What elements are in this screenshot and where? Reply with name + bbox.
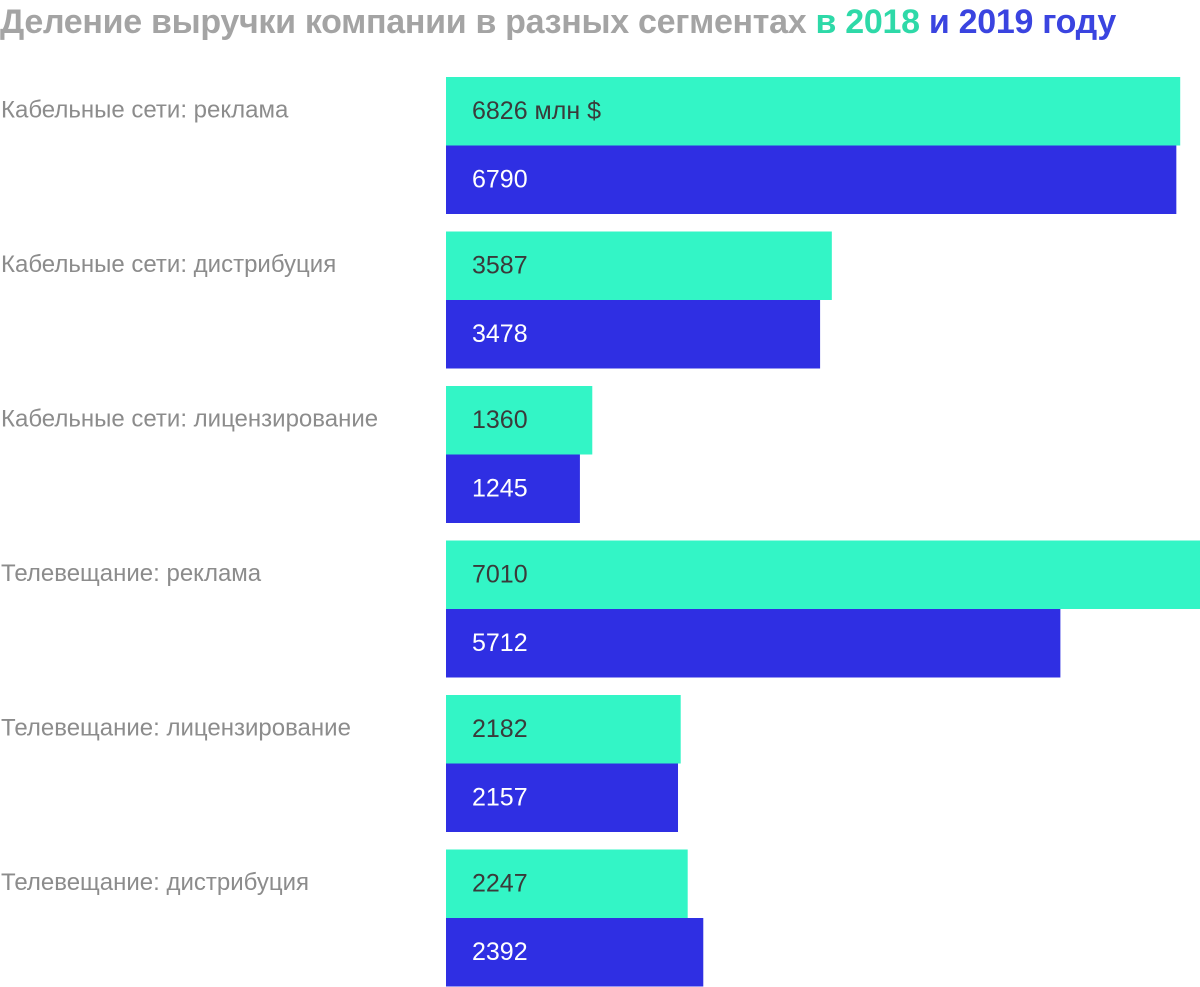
bar-2018 bbox=[446, 695, 681, 764]
bar-value-label: 2247 bbox=[472, 869, 528, 897]
title-year-b: 2019 bbox=[958, 3, 1034, 41]
title-year-a: 2018 bbox=[845, 3, 920, 41]
bar-value-label: 1245 bbox=[472, 474, 528, 502]
bar-2018 bbox=[446, 231, 832, 300]
bar-value-label: 3587 bbox=[472, 251, 528, 279]
title-year-2018: в 2018 bbox=[816, 3, 929, 41]
bar-value-label: 1360 bbox=[472, 406, 528, 434]
bar-2019 bbox=[446, 609, 1061, 678]
bar-value-label: 2392 bbox=[472, 938, 528, 966]
category-label: Кабельные сети: дистрибуция bbox=[1, 251, 336, 278]
bar-2019 bbox=[446, 145, 1177, 214]
category-label: Кабельные сети: лицензирование bbox=[1, 406, 378, 433]
bar-value-label: 6826 млн $ bbox=[472, 97, 601, 125]
title-tail: году bbox=[1042, 3, 1116, 41]
category-label: Телевещание: реклама bbox=[1, 560, 262, 587]
bar-value-label: 7010 bbox=[472, 560, 528, 588]
category-label: Кабельные сети: реклама bbox=[1, 97, 289, 124]
bar-2018 bbox=[446, 386, 593, 455]
bar-2019 bbox=[446, 300, 821, 369]
category-label: Телевещание: лицензирование bbox=[1, 715, 351, 742]
bar-value-label: 3478 bbox=[472, 320, 528, 348]
bar-2018 bbox=[446, 849, 688, 918]
bar-2019 bbox=[446, 918, 704, 987]
title-and-word: и bbox=[928, 3, 950, 41]
bar-value-label: 2182 bbox=[472, 715, 528, 743]
bar-value-label: 6790 bbox=[472, 165, 528, 193]
chart-title: Деление выручки компании в разных сегмен… bbox=[0, 0, 1116, 44]
title-year-2019: и 2019 году bbox=[929, 3, 1116, 41]
bar-2019 bbox=[446, 763, 679, 832]
bar-value-label: 2157 bbox=[472, 783, 528, 811]
category-label: Телевещание: дистрибуция bbox=[1, 869, 309, 896]
bar-2018 bbox=[446, 77, 1181, 146]
bar-2019 bbox=[446, 454, 580, 523]
bar-2018 bbox=[446, 540, 1200, 609]
title-main: Деление выручки компании в разных сегмен… bbox=[0, 3, 807, 41]
bar-value-label: 5712 bbox=[472, 629, 528, 657]
title-in-word: в bbox=[815, 3, 837, 41]
